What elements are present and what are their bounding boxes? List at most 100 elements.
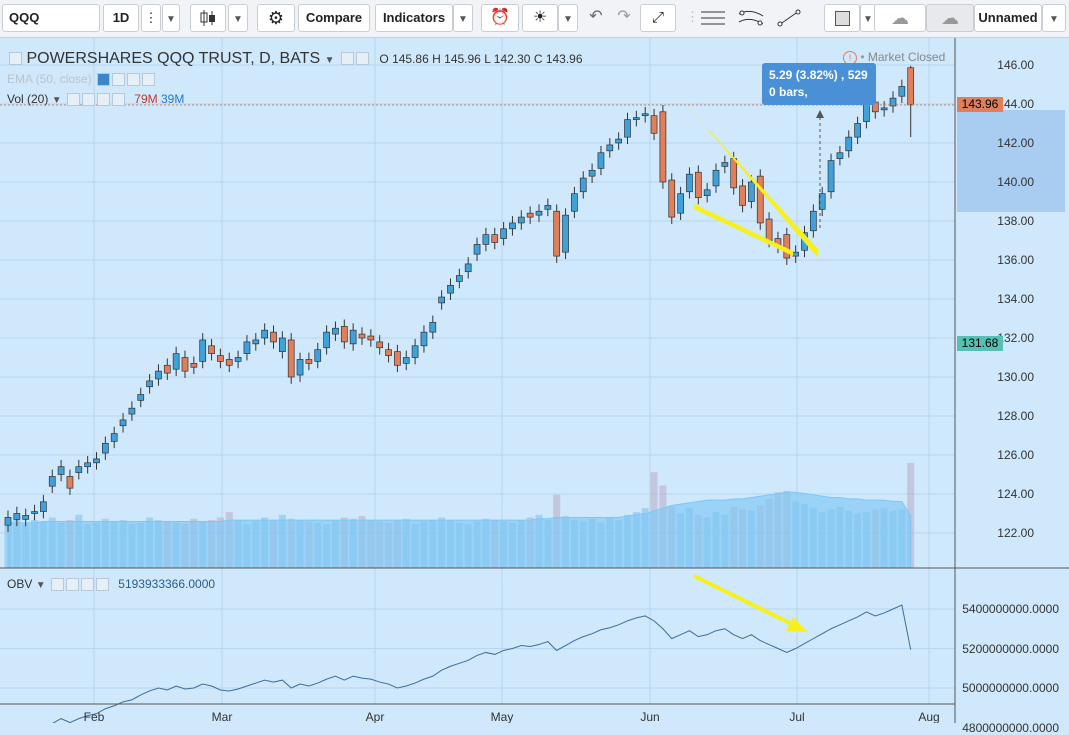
obv-label[interactable]: OBV <box>7 577 33 591</box>
candle-body <box>579 177 587 193</box>
candle-body <box>571 193 578 212</box>
drawing-rect-icon[interactable] <box>824 4 860 32</box>
indicators-text: Indicators <box>382 10 446 25</box>
candle-body <box>84 462 92 468</box>
time-tick-label: Apr <box>366 710 385 723</box>
ideas-bulb-icon[interactable]: ☀ <box>522 4 558 32</box>
candle-body <box>31 511 38 514</box>
horizontal-lines-icon[interactable] <box>696 4 730 32</box>
obv-tick-label: 5400000000.0000 <box>962 602 1059 616</box>
ema-eye-icon[interactable] <box>97 73 111 87</box>
candle-body <box>447 285 454 294</box>
plot-background <box>0 38 955 723</box>
candle-body <box>827 160 835 193</box>
candle-body <box>544 205 552 210</box>
interval-more-icon[interactable]: ⋮ <box>141 4 161 32</box>
candle-body <box>438 296 445 304</box>
obv-dropdown-icon[interactable]: ▼ <box>35 580 46 591</box>
symbol-search-input[interactable]: QQQ <box>2 4 100 32</box>
obv-settings-icon[interactable] <box>65 578 79 592</box>
obv-add-icon[interactable] <box>80 578 94 592</box>
layout-dropdown-icon[interactable]: ▼ <box>1042 4 1066 32</box>
candle-body <box>712 169 720 187</box>
time-axis[interactable]: Feb Mar Apr May Jun Jul Aug <box>84 710 940 723</box>
redo-icon[interactable]: ↷ <box>617 8 631 25</box>
candle-body <box>48 476 56 487</box>
candle-body <box>4 517 12 526</box>
compare-button[interactable]: Compare <box>298 4 370 32</box>
candle-body <box>340 325 348 343</box>
volume-ma-area <box>7 491 912 569</box>
cloud-upload-icon[interactable]: ☁ <box>926 4 974 32</box>
candle-body <box>792 251 800 257</box>
candle-body <box>22 515 30 520</box>
layout-name-button[interactable]: Unnamed <box>974 4 1042 32</box>
chart-canvas[interactable]: Feb Mar Apr May Jun Jul Aug <box>0 38 1069 723</box>
price-tick-label: 144.00 <box>997 97 1034 111</box>
vol-label[interactable]: Vol (20) <box>7 92 49 106</box>
vol-eye-icon[interactable] <box>66 93 80 107</box>
legend-settings-icon[interactable] <box>340 52 354 66</box>
candle-body <box>809 210 817 232</box>
candle-body <box>13 513 21 520</box>
price-tick-label: 128.00 <box>997 409 1034 423</box>
ideas-dropdown-icon[interactable]: ▼ <box>558 4 578 32</box>
vol-add-icon[interactable] <box>96 93 110 107</box>
candlestick-series <box>4 65 915 533</box>
measure-tooltip-line1: 5.29 (3.82%) , 529 <box>769 68 868 82</box>
ema-legend: EMA (50, close) <box>7 72 156 87</box>
ema-close-icon[interactable] <box>142 73 156 87</box>
settings-gear-icon[interactable]: ⚙ <box>257 4 295 32</box>
ema-settings-icon[interactable] <box>112 73 126 87</box>
obv-close-icon[interactable] <box>95 578 109 592</box>
candle-body <box>349 329 357 345</box>
layout-name-text: Unnamed <box>978 10 1038 25</box>
candle-body <box>677 193 684 214</box>
alert-clock-icon[interactable]: ⏰ <box>481 4 519 32</box>
undo-icon[interactable]: ↶ <box>589 8 603 25</box>
low-value: 142.30 <box>493 52 531 66</box>
obv-annotation-arrow-line <box>693 574 801 630</box>
price-tick-label: 134.00 <box>997 292 1034 306</box>
candle-body <box>137 394 145 401</box>
candle-body <box>562 214 569 253</box>
toolbar-divider: ⋮ <box>686 9 699 24</box>
collapse-legend-icon[interactable] <box>9 52 22 66</box>
candle-body <box>739 185 746 206</box>
candle-body <box>296 359 304 376</box>
interval-button[interactable]: 1D <box>103 4 139 32</box>
curve-tool-icon[interactable] <box>734 4 768 32</box>
trend-line-icon[interactable] <box>772 4 806 32</box>
title-dropdown-icon[interactable]: ▼ <box>324 55 335 66</box>
candle-body <box>721 162 729 167</box>
candle-body <box>66 476 74 489</box>
vol-close-icon[interactable] <box>111 93 125 107</box>
indicators-dropdown-icon[interactable]: ▼ <box>453 4 473 32</box>
chart-type-dropdown-icon[interactable]: ▼ <box>228 4 248 32</box>
main-legend: POWERSHARES QQQ TRUST, D, BATS ▼ O 145.8… <box>7 50 583 68</box>
interval-dropdown-icon[interactable]: ▼ <box>162 4 180 32</box>
cloud-download-icon[interactable]: ☁ <box>874 4 926 32</box>
candles-icon[interactable] <box>190 4 226 32</box>
obv-line <box>52 604 912 723</box>
candle-body <box>119 419 127 427</box>
ohlc-values: O 145.86 H 145.96 L 142.30 C 143.96 <box>379 52 582 66</box>
candle-body <box>836 152 844 159</box>
measure-arrow-head <box>816 110 824 118</box>
obv-annotation-arrow-head <box>786 617 808 632</box>
candle-body <box>686 173 693 193</box>
fullscreen-icon[interactable]: ⤢ <box>640 4 676 32</box>
candle-body <box>898 86 906 97</box>
obv-eye-icon[interactable] <box>50 578 64 592</box>
ema-label[interactable]: EMA (50, close) <box>7 72 92 86</box>
candle-body <box>57 466 65 475</box>
candle-body <box>155 370 162 380</box>
indicators-button[interactable]: Indicators <box>375 4 453 32</box>
vol-settings-icon[interactable] <box>81 93 95 107</box>
legend-more-icon[interactable] <box>355 52 369 66</box>
ema-add-icon[interactable] <box>127 73 141 87</box>
candle-body <box>332 327 339 335</box>
vol-dropdown-icon[interactable]: ▼ <box>51 95 62 106</box>
candle-body <box>845 136 853 152</box>
candle-body <box>279 337 286 352</box>
